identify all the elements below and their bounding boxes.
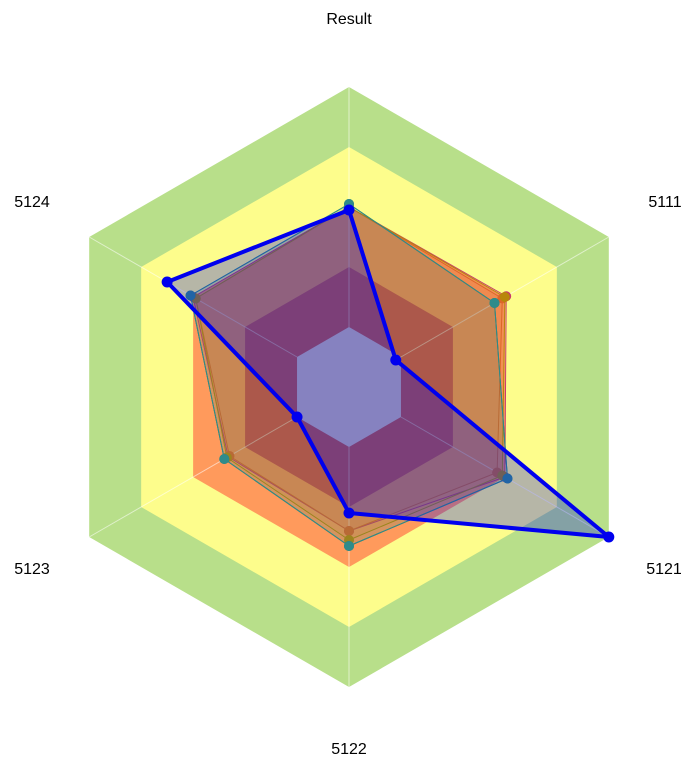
axis-label-5124: 5124 [14, 194, 50, 211]
series-4-point-5122 [344, 541, 354, 551]
axis-label-5121: 5121 [646, 561, 682, 578]
series-4-point-5121 [502, 473, 513, 484]
radar-series [161, 199, 615, 551]
series-5-point-5111 [390, 354, 402, 366]
series-4-point-5124 [185, 290, 196, 301]
series-1-point-5122 [344, 526, 354, 536]
series-5-point-5122 [343, 507, 355, 519]
series-5-point-5124 [161, 276, 173, 288]
chart-title: Result [326, 11, 372, 28]
radar-spoke-3 [88, 416, 298, 538]
series-4 [185, 199, 513, 551]
series-4-point-5123 [219, 454, 230, 464]
axis-label-5123: 5123 [14, 561, 50, 578]
axis-label-5122: 5122 [331, 741, 367, 758]
series-4-point-5111 [489, 298, 500, 308]
series-5 [161, 204, 615, 543]
series-5-point-5121 [603, 531, 615, 543]
axis-labels: 5111 5121 5122 5123 5124 [14, 194, 682, 758]
axis-label-5111: 5111 [648, 194, 681, 211]
series-2-point-5111 [499, 292, 510, 302]
series-5-point-5123 [291, 411, 303, 423]
series-5-point-Result [343, 204, 355, 216]
radar-band-0 [297, 327, 401, 447]
